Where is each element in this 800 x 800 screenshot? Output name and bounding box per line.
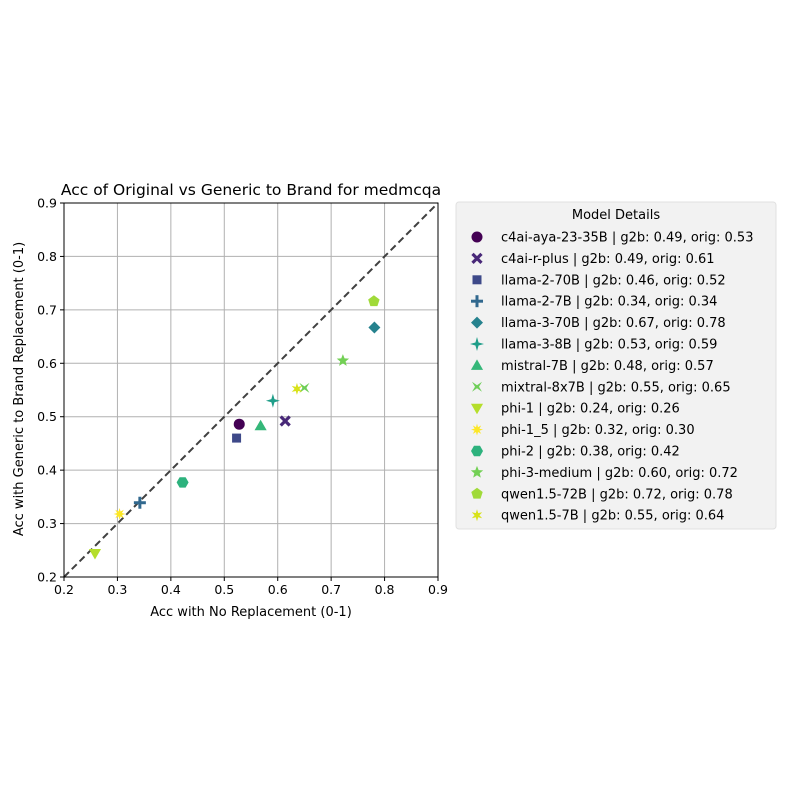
- legend-label: llama-3-8B | g2b: 0.53, orig: 0.59: [501, 338, 717, 353]
- y-tick-label: 0.7: [37, 302, 57, 317]
- legend-box: [455, 201, 777, 530]
- legend-marker: [471, 252, 483, 265]
- data-point: [233, 418, 245, 430]
- y-tick-label: 0.9: [37, 196, 57, 211]
- x-tick-label: 0.5: [214, 582, 234, 597]
- legend-marker: [471, 487, 483, 499]
- data-points: [88, 295, 381, 560]
- legend-marker: [470, 403, 484, 415]
- legend-marker: [470, 465, 484, 478]
- legend-label: mistral-7B | g2b: 0.48, orig: 0.57: [501, 359, 714, 374]
- x-tick-label: 0.2: [54, 582, 74, 597]
- legend-marker: [471, 423, 483, 436]
- legend-label: phi-1 | g2b: 0.24, orig: 0.26: [501, 402, 680, 417]
- legend-label: c4ai-r-plus | g2b: 0.49, orig: 0.61: [501, 252, 715, 267]
- x-tick-label: 0.7: [321, 582, 341, 597]
- data-point: [265, 393, 280, 408]
- data-point: [113, 507, 126, 520]
- legend-label: phi-2 | g2b: 0.38, orig: 0.42: [501, 445, 680, 460]
- diagonal-reference-line: [63, 202, 439, 578]
- legend-marker: [471, 316, 483, 329]
- legend-label: mixtral-8x7B | g2b: 0.55, orig: 0.65: [501, 380, 731, 395]
- data-point: [299, 382, 310, 393]
- x-tick-label: 0.8: [375, 582, 395, 597]
- data-point: [254, 419, 267, 431]
- data-point: [176, 477, 189, 488]
- x-axis-label: Acc with No Replacement (0-1): [150, 605, 352, 620]
- y-tick-label: 0.2: [37, 570, 57, 585]
- legend-label: phi-3-medium | g2b: 0.60, orig: 0.72: [501, 466, 738, 481]
- data-point: [279, 415, 291, 427]
- legend-label: qwen1.5-72B | g2b: 0.72, orig: 0.78: [501, 487, 733, 502]
- legend-label: phi-1_5 | g2b: 0.32, orig: 0.30: [501, 423, 695, 438]
- legend-title: Model Details: [572, 208, 660, 223]
- data-point: [88, 548, 102, 560]
- legend-marker: [471, 509, 483, 522]
- data-point: [133, 496, 146, 509]
- data-point-stroke: [279, 415, 291, 427]
- x-tick-label: 0.3: [107, 582, 127, 597]
- y-tick-label: 0.3: [37, 516, 57, 531]
- x-tick-label: 0.4: [161, 582, 181, 597]
- data-point: [291, 382, 303, 395]
- chart-title: Acc of Original vs Generic to Brand for …: [61, 181, 441, 199]
- legend-label: c4ai-aya-23-35B | g2b: 0.49, orig: 0.53: [501, 231, 753, 246]
- legend-marker: [471, 445, 483, 457]
- y-tick-label: 0.6: [37, 356, 57, 371]
- axis-ticks: 0.2 0.3 0.4 0.5 0.6 0.7 0.8 0.9 0.2 0.3 0.4 0.5 0.6 0…: [37, 196, 448, 598]
- legend-label: llama-2-70B | g2b: 0.46, orig: 0.52: [501, 273, 726, 288]
- data-point: [368, 295, 380, 307]
- legend-marker: [470, 359, 484, 370]
- plot-area: [63, 202, 439, 578]
- y-axis-label: Acc with Generic to Brand Replacement (0…: [12, 242, 27, 536]
- legend: Model Details c4ai-aya-23-35B | g2b: 0.4…: [455, 201, 777, 530]
- legend-marker-stroke: [471, 252, 483, 265]
- legend-label: llama-3-70B | g2b: 0.67, orig: 0.78: [501, 316, 726, 331]
- legend-label: qwen1.5-7B | g2b: 0.55, orig: 0.64: [501, 509, 724, 524]
- y-tick-label: 0.4: [37, 463, 57, 478]
- legend-label: llama-2-7B | g2b: 0.34, orig: 0.34: [501, 295, 717, 310]
- legend-entries: c4ai-aya-23-35B | g2b: 0.49, orig: 0.53 c…: [470, 231, 753, 524]
- legend-marker: [471, 295, 483, 308]
- data-point: [368, 321, 381, 334]
- x-tick-label: 0.9: [428, 582, 448, 597]
- data-point: [232, 433, 242, 443]
- y-tick-label: 0.5: [37, 409, 57, 424]
- legend-marker: [470, 337, 484, 351]
- legend-marker: [472, 381, 482, 392]
- x-tick-label: 0.6: [268, 582, 288, 597]
- data-point: [336, 354, 350, 366]
- y-tick-label: 0.8: [37, 249, 57, 264]
- legend-marker: [471, 231, 483, 243]
- legend-marker: [472, 275, 482, 285]
